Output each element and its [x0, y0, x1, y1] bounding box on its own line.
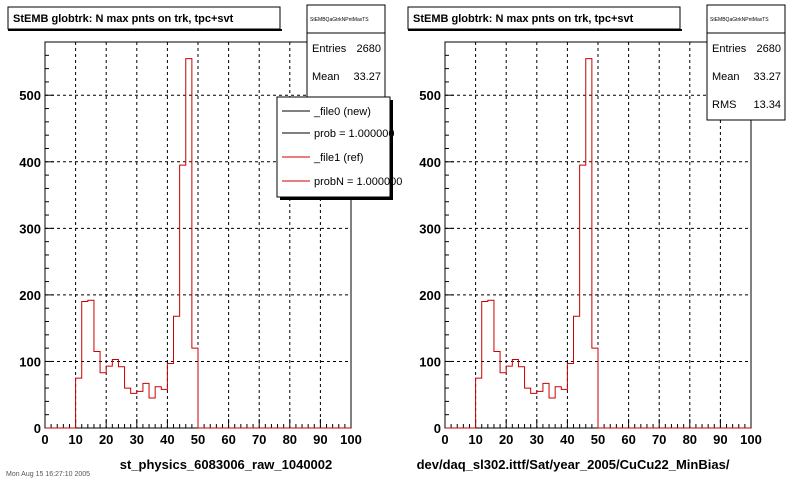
y-tick-label: 500 — [419, 88, 441, 103]
x-tick-label: 20 — [499, 432, 513, 447]
x-tick-label: 70 — [252, 432, 266, 447]
stats-mean-value: 33.27 — [753, 71, 781, 83]
x-tick-labels: 0 10 20 30 40 50 60 70 80 90 100 — [41, 432, 361, 447]
title-box-shadow — [408, 29, 682, 31]
y-tick-label: 100 — [19, 354, 41, 369]
stats-rms-label: RMS — [712, 99, 736, 111]
histogram-series-ref — [445, 58, 751, 429]
histogram-title: StEMB globtrk: N max pnts on trk, tpc+sv… — [13, 13, 234, 25]
y-tick-label: 300 — [419, 221, 441, 236]
x-tick-labels: 0 10 20 30 40 50 60 70 80 90 100 — [441, 432, 761, 447]
x-tick-label: 40 — [160, 432, 174, 447]
x-tick-label: 0 — [41, 432, 48, 447]
stats-entries-value: 2680 — [357, 43, 381, 55]
x-tick-label: 90 — [713, 432, 727, 447]
stats-mean-label: Mean — [312, 71, 340, 83]
legend-label-ref: _file1 (ref) — [313, 152, 364, 164]
legend-label-prob: prob = 1.000000 — [314, 128, 394, 140]
stats-box — [306, 4, 386, 101]
stats-histogram-name: StEMBQaGtrkNPntMaxTS — [710, 17, 769, 23]
x-tick-label: 50 — [591, 432, 605, 447]
histogram-series-ref — [45, 58, 351, 429]
x-tick-label: 20 — [99, 432, 113, 447]
x-tick-label: 60 — [221, 432, 235, 447]
stats-entries-value: 2680 — [757, 43, 781, 55]
x-axis-label: st_physics_6083006_raw_1040002 — [120, 457, 333, 472]
x-tick-label: 10 — [468, 432, 482, 447]
stats-mean-value: 33.27 — [353, 71, 381, 83]
x-tick-label: 80 — [283, 432, 297, 447]
y-tick-label: 200 — [19, 288, 41, 303]
legend-label-probN: probN = 1.000000 — [314, 176, 402, 188]
x-tick-label: 100 — [340, 432, 362, 447]
x-tick-label: 40 — [560, 432, 574, 447]
stats-rms-value: 13.34 — [753, 99, 781, 111]
y-tick-label: 500 — [19, 88, 41, 103]
y-tick-label: 400 — [19, 155, 41, 170]
x-axis-label: dev/daq_sl302.ittf/Sat/year_2005/CuCu22_… — [417, 457, 730, 472]
x-tick-label: 60 — [621, 432, 635, 447]
timestamp-footer: Mon Aug 15 16:27:10 2005 — [6, 471, 90, 478]
y-tick-label: 100 — [419, 354, 441, 369]
stats-box — [706, 4, 786, 121]
x-tick-label: 30 — [130, 432, 144, 447]
x-tick-label: 100 — [740, 432, 762, 447]
x-tick-label: 30 — [530, 432, 544, 447]
legend-box — [276, 96, 391, 198]
x-tick-label: 50 — [191, 432, 205, 447]
legend: _file0 (new) prob = 1.000000 _file1 (ref… — [276, 96, 402, 200]
x-tick-label: 80 — [683, 432, 697, 447]
stats-entries-label: Entries — [712, 43, 747, 55]
y-tick-label: 0 — [34, 421, 41, 436]
stats-mean-label: Mean — [712, 71, 740, 83]
stats-entries-label: Entries — [312, 43, 347, 55]
x-tick-label: 90 — [313, 432, 327, 447]
y-tick-label: 200 — [419, 288, 441, 303]
title-box-shadow — [8, 29, 282, 31]
y-tick-label: 400 — [419, 155, 441, 170]
y-tick-label: 300 — [19, 221, 41, 236]
y-tick-label: 0 — [434, 421, 441, 436]
grid-lines — [445, 42, 751, 428]
axis-ticks — [444, 54, 752, 429]
x-tick-label: 10 — [68, 432, 82, 447]
histogram-title: StEMB globtrk: N max pnts on trk, tpc+sv… — [413, 13, 634, 25]
y-tick-labels: 0 100 200 300 400 500 — [419, 88, 441, 436]
legend-label-new: _file0 (new) — [313, 106, 371, 118]
x-tick-label: 70 — [652, 432, 666, 447]
stats-histogram-name: StEMBQaGtrkNPntMaxTS — [310, 17, 369, 23]
x-tick-label: 0 — [441, 432, 448, 447]
y-tick-labels: 0 100 200 300 400 500 — [19, 88, 41, 436]
